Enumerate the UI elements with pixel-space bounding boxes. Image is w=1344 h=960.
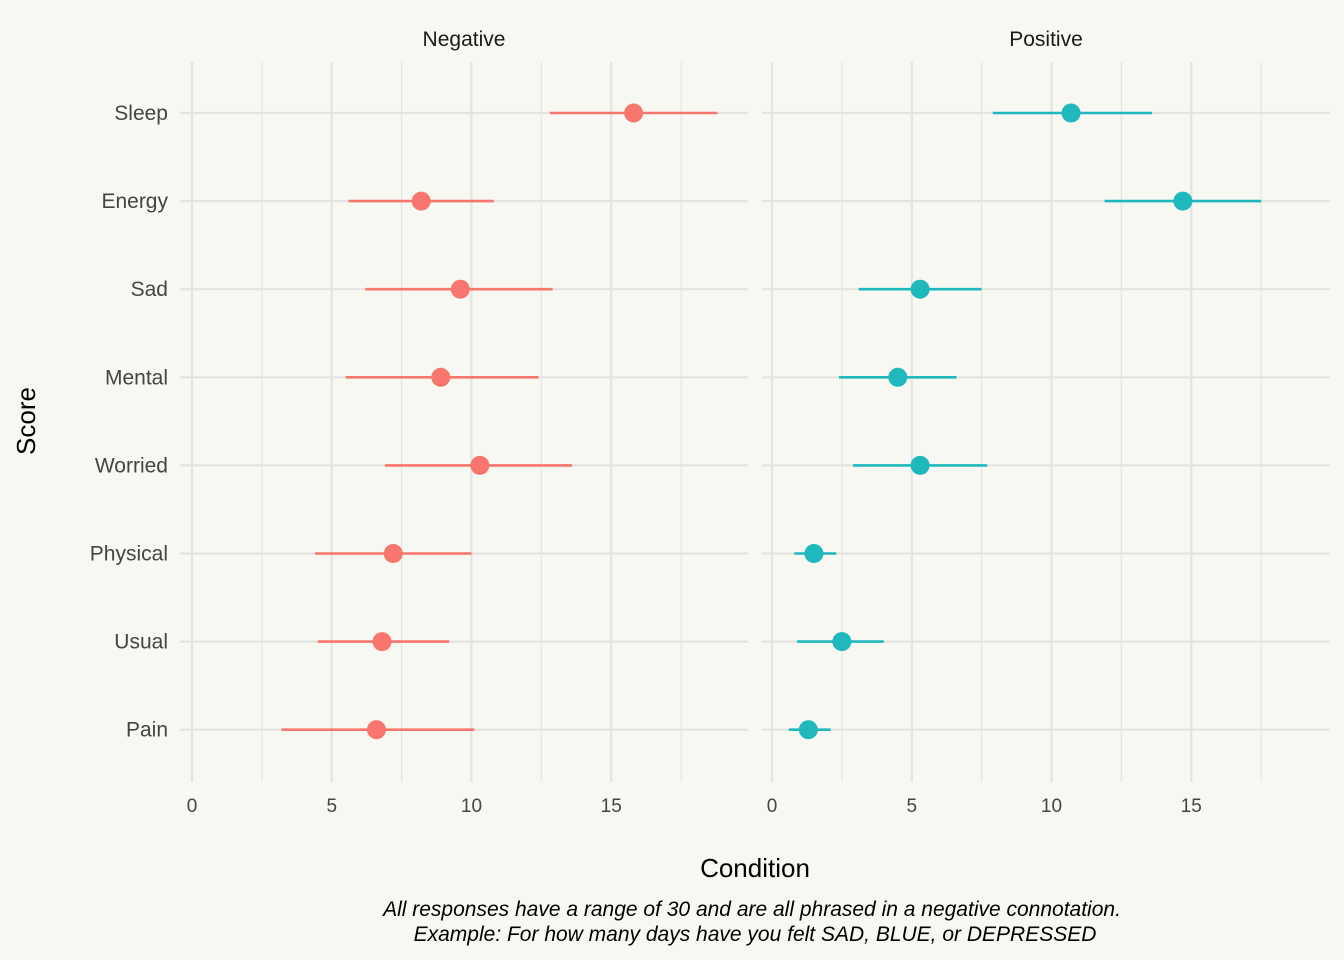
caption-line-2: Example: For how many days have you felt… [414,923,1097,946]
negative-x-tick-label: 10 [461,796,482,817]
negative-x-tick-label: 15 [601,796,622,817]
positive-x-tick-label: 0 [767,796,778,817]
y-tick-label-sad: Sad [131,278,168,301]
negative-energy-point [411,191,431,211]
negative-mental-point [431,367,451,387]
positive-x-tick-label: 5 [906,796,917,817]
y-tick-label-worried: Worried [95,454,168,477]
y-tick-label-usual: Usual [114,631,168,654]
positive-x-tick-label: 10 [1041,796,1062,817]
y-tick-label-physical: Physical [90,543,168,566]
text-layer: Condition Score All responses have a ran… [11,28,1202,946]
negative-pain-point [366,720,386,740]
grid-layer [180,62,1330,782]
positive-panel-label: Positive [1009,28,1083,51]
positive-sleep-point [1061,103,1081,123]
negative-physical-point [383,544,403,563]
x-axis-title: Condition [700,853,810,883]
negative-x-tick-label: 5 [326,796,337,817]
negative-panel-label: Negative [423,28,506,51]
y-tick-label-sleep: Sleep [114,102,168,125]
marks-layer [281,103,1262,740]
negative-sleep-point [624,103,644,123]
negative-sad-point [450,279,470,299]
positive-x-tick-label: 15 [1181,796,1202,817]
y-tick-label-mental: Mental [105,366,168,389]
positive-worried-point [910,455,930,475]
positive-physical-point [804,544,824,563]
positive-usual-point [832,632,852,652]
caption-line-1: All responses have a range of 30 and are… [381,898,1121,921]
y-tick-label-pain: Pain [126,719,168,742]
y-axis-title: Score [11,387,41,455]
negative-x-tick-label: 0 [187,796,198,817]
positive-pain-point [798,720,818,740]
positive-mental-point [888,367,908,387]
positive-sad-point [910,279,930,299]
negative-worried-point [470,455,490,475]
positive-energy-point [1173,191,1193,211]
negative-usual-point [372,632,392,652]
y-tick-label-energy: Energy [101,190,168,213]
